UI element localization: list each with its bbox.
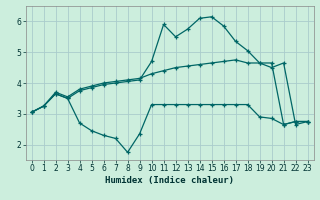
X-axis label: Humidex (Indice chaleur): Humidex (Indice chaleur) <box>105 176 234 185</box>
